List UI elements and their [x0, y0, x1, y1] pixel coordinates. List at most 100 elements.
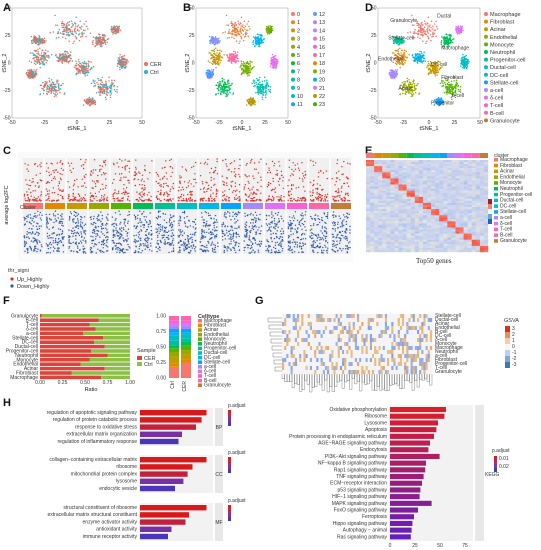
tsne-point	[87, 65, 90, 68]
tsne-point	[115, 33, 117, 35]
legend-dot	[313, 94, 317, 98]
up-gene-point	[116, 197, 118, 200]
tsne-point	[43, 89, 45, 92]
tsne-point	[41, 49, 44, 52]
up-gene-point	[26, 168, 28, 170]
tsne-point	[205, 71, 208, 74]
down-gene-point	[76, 225, 78, 227]
tsne-point	[406, 57, 408, 59]
tsne-point	[226, 93, 228, 96]
tsne-point	[44, 84, 47, 87]
tsne-point	[126, 59, 129, 61]
tsne-point	[106, 90, 108, 92]
tsne-point	[420, 24, 422, 27]
down-gene-point	[28, 221, 31, 223]
tsne-point	[92, 36, 95, 38]
down-gene-point	[46, 223, 48, 225]
down-gene-point	[84, 252, 87, 254]
down-gene-point	[58, 250, 60, 252]
tsne-point	[275, 60, 277, 63]
tsne-point	[107, 86, 109, 88]
down-gene-point	[100, 231, 103, 233]
tsne-point	[243, 20, 246, 22]
tsne-point	[68, 35, 70, 37]
up-gene-point	[32, 190, 34, 192]
down-gene-point	[52, 242, 54, 244]
tsne-point	[235, 35, 238, 37]
down-gene-point	[47, 237, 49, 239]
tsne-point	[221, 88, 224, 90]
tsne-point	[413, 82, 416, 85]
down-gene-point	[100, 251, 102, 253]
down-gene-point	[57, 238, 60, 240]
up-gene-point	[77, 186, 79, 188]
tsne-point	[225, 89, 228, 92]
down-gene-point	[97, 248, 99, 250]
tsne-point	[54, 14, 56, 17]
tsne-point	[66, 23, 68, 25]
tsne-point	[211, 54, 214, 57]
down-gene-point	[58, 242, 60, 244]
down-gene-point	[106, 223, 108, 225]
down-gene-point	[77, 251, 79, 254]
down-gene-point	[46, 245, 49, 247]
tsne-point	[83, 65, 86, 68]
tsne-point	[462, 53, 464, 56]
tsne-point	[219, 49, 221, 52]
tsne-point	[224, 83, 227, 85]
tsne-point	[402, 56, 405, 58]
up-gene-point	[128, 192, 130, 194]
tsne-point	[230, 21, 233, 23]
tsne-point	[112, 33, 114, 35]
up-gene-point	[37, 200, 39, 202]
tsne-point	[76, 29, 79, 32]
down-gene-point	[73, 214, 76, 216]
tsne-point	[244, 32, 247, 35]
tsne-point	[250, 104, 252, 107]
up-gene-point	[121, 166, 124, 169]
tsne-point	[419, 26, 421, 28]
up-gene-point	[46, 199, 48, 201]
tsne-point	[69, 53, 71, 56]
tsne-point	[435, 25, 438, 28]
tsne-point	[228, 55, 231, 58]
tsne-point	[70, 26, 73, 29]
tsne-point	[37, 59, 39, 62]
up-gene-point	[57, 199, 59, 201]
up-gene-point	[99, 170, 101, 172]
down-gene-point	[101, 214, 104, 217]
down-gene-point	[37, 234, 39, 236]
down-gene-point	[105, 227, 107, 229]
down-gene-point	[61, 221, 63, 223]
tsne-point	[424, 60, 427, 62]
tsne-point	[72, 42, 74, 44]
down-gene-point	[23, 242, 26, 244]
up-gene-point	[73, 199, 75, 201]
tsne-point	[231, 55, 234, 57]
tsne-point	[244, 64, 247, 67]
tsne-point	[99, 94, 101, 97]
tsne-point	[397, 43, 400, 46]
tsne-point	[271, 53, 274, 56]
tsne-point	[451, 41, 454, 44]
up-gene-point	[47, 198, 49, 200]
tsne-point	[99, 39, 101, 42]
legend-label: 8	[297, 78, 300, 84]
tsne-point	[432, 31, 434, 33]
tsne-point	[96, 38, 98, 40]
down-gene-point	[60, 241, 63, 244]
tsne-point	[37, 43, 40, 46]
tsne-point	[124, 67, 126, 70]
tsne-point	[58, 87, 60, 90]
tsne-point	[70, 32, 73, 35]
legend-dot	[484, 12, 488, 16]
up-gene-point	[30, 191, 32, 194]
tsne-point	[53, 95, 56, 97]
tsne-point	[92, 66, 95, 68]
legend-label: Ductal-cell	[490, 65, 516, 71]
down-gene-point	[129, 247, 131, 249]
tsne-point	[445, 85, 448, 88]
down-gene-point	[94, 238, 97, 240]
down-gene-point	[72, 233, 75, 235]
tsne-point	[422, 56, 424, 59]
